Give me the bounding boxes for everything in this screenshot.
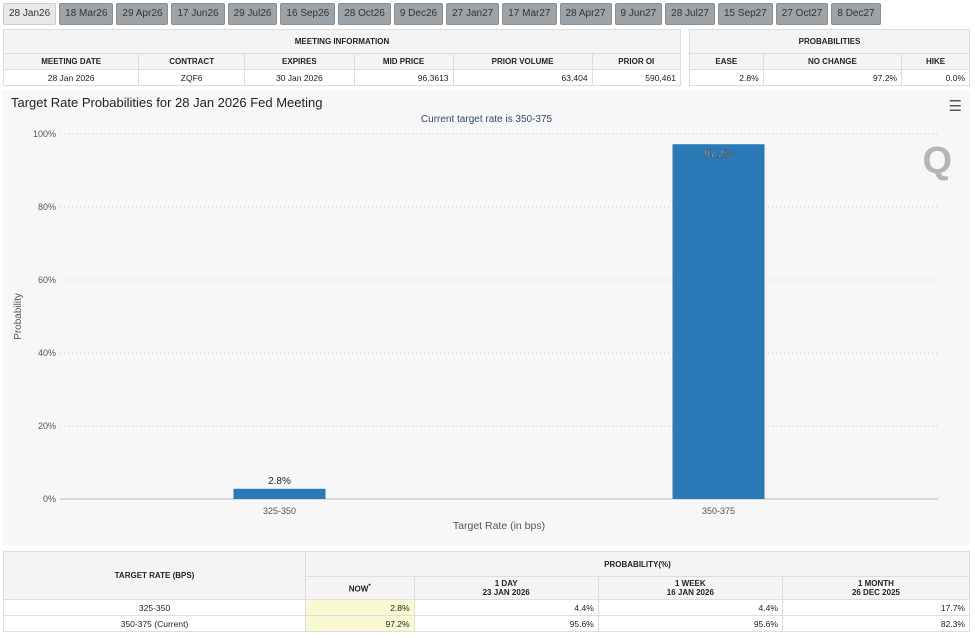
table-row: 350-375 (Current) 97.2% 95.6% 95.6% 82.3% bbox=[3, 615, 971, 632]
meeting-info-title: MEETING INFORMATION bbox=[3, 29, 681, 54]
tab-meeting[interactable]: 28 Jan26 bbox=[3, 3, 57, 25]
mid-price: 96.3613 bbox=[353, 69, 454, 86]
col-sublabel: * bbox=[368, 582, 371, 590]
tab-meeting[interactable]: 29 Jul26 bbox=[227, 3, 278, 25]
chart-title: Target Rate Probabilities for 28 Jan 202… bbox=[11, 95, 323, 110]
hamburger-menu-icon[interactable]: ☰ bbox=[948, 98, 962, 115]
data-label: 97.2% bbox=[704, 149, 732, 160]
probability-header: PROBABILITY(%) bbox=[305, 551, 970, 577]
bar bbox=[672, 144, 765, 499]
hike-value: 0.0% bbox=[901, 69, 970, 86]
bar-chart: 0% 20% 40% 60% 80% 100% 2.8% 325-350 97.2% 350-37… bbox=[13, 129, 938, 532]
col-header: EASE bbox=[689, 53, 764, 70]
bar bbox=[233, 488, 326, 499]
tab-meeting[interactable]: 15 Sep27 bbox=[717, 3, 773, 25]
col-label: 1 MONTH bbox=[857, 579, 894, 588]
col-label: NOW bbox=[348, 584, 369, 594]
chart-panel: Target Rate Probabilities for 28 Jan 202… bbox=[3, 90, 970, 545]
col-sublabel: 16 JAN 2026 bbox=[666, 588, 714, 597]
col-header: MEETING DATE bbox=[2, 53, 140, 70]
probability-cell: 17.7% bbox=[781, 599, 971, 616]
x-tick-label: 325-350 bbox=[263, 506, 296, 516]
expires: 30 Jan 2026 bbox=[244, 69, 355, 86]
table-row: 325-350 2.8% 4.4% 4.4% 17.7% bbox=[3, 599, 971, 616]
col-header: HIKE bbox=[901, 53, 970, 70]
col-sublabel: 26 DEC 2025 bbox=[851, 588, 900, 597]
col-header: PRIOR VOLUME bbox=[452, 53, 593, 70]
probability-cell: 95.6% bbox=[597, 615, 783, 632]
meeting-date: 28 Jan 2026 bbox=[2, 69, 140, 86]
col-header: 1 DAY 23 JAN 2026 bbox=[413, 576, 599, 600]
probability-cell: 97.2% bbox=[305, 615, 415, 632]
tab-meeting[interactable]: 28 Jul27 bbox=[665, 3, 715, 25]
tab-meeting[interactable]: 18 Mar26 bbox=[59, 3, 114, 25]
tab-meeting[interactable]: 27 Oct27 bbox=[775, 3, 829, 25]
col-header: 1 WEEK 16 JAN 2026 bbox=[597, 576, 783, 600]
x-axis-label: Target Rate (in bps) bbox=[453, 520, 545, 532]
probability-cell: 82.3% bbox=[781, 615, 971, 632]
data-label: 2.8% bbox=[268, 476, 291, 487]
col-header: MID PRICE bbox=[353, 53, 454, 70]
y-tick-label: 20% bbox=[38, 421, 56, 431]
tab-meeting[interactable]: 27 Jan27 bbox=[446, 3, 500, 25]
probability-cell: 2.8% bbox=[305, 599, 415, 616]
x-tick-label: 350-375 bbox=[702, 506, 735, 516]
tab-meeting[interactable]: 17 Mar27 bbox=[502, 3, 557, 25]
probabilities-title: PROBABILITIES bbox=[689, 29, 970, 54]
y-tick-label: 0% bbox=[43, 494, 56, 504]
probability-cell: 4.4% bbox=[413, 599, 599, 616]
y-tick-label: 60% bbox=[38, 275, 56, 285]
col-label: 1 DAY bbox=[494, 579, 518, 588]
col-header: PRIOR OI bbox=[591, 53, 682, 70]
y-tick-label: 100% bbox=[33, 129, 56, 139]
no-change-value: 97.2% bbox=[762, 69, 903, 86]
probability-table: TARGET RATE (BPS) PROBABILITY(%) NOW* 1 DA… bbox=[3, 551, 971, 632]
tab-meeting[interactable]: 9 Jun27 bbox=[614, 3, 663, 25]
tab-meeting[interactable]: 8 Dec27 bbox=[831, 3, 881, 25]
tab-meeting[interactable]: 16 Sep26 bbox=[280, 3, 336, 25]
probabilities-table: PROBABILITIES EASE NO CHANGE HIKE 2.8% 97.2… bbox=[689, 29, 970, 86]
col-header: 1 MONTH 26 DEC 2025 bbox=[781, 576, 971, 600]
col-header: NO CHANGE bbox=[762, 53, 903, 70]
rate-cell: 325-350 bbox=[3, 599, 306, 616]
rate-cell: 350-375 (Current) bbox=[3, 615, 306, 632]
tab-meeting[interactable]: 28 Apr27 bbox=[559, 3, 612, 25]
y-tick-label: 40% bbox=[38, 348, 56, 358]
chart-subtitle: Current target rate is 350-375 bbox=[420, 114, 553, 125]
contract: ZQF6 bbox=[138, 69, 246, 86]
tab-meeting[interactable]: 29 Apr26 bbox=[116, 3, 169, 25]
probability-cell: 4.4% bbox=[597, 599, 783, 616]
tab-meeting[interactable]: 28 Oct26 bbox=[338, 3, 391, 25]
ease-value: 2.8% bbox=[689, 69, 764, 86]
col-header: NOW* bbox=[305, 576, 415, 600]
col-header: EXPIRES bbox=[244, 53, 355, 70]
meeting-tabs: (function(){const d=JSON.parse(document.… bbox=[3, 3, 881, 25]
prior-volume: 63,404 bbox=[452, 69, 593, 86]
tab-meeting[interactable]: 9 Dec26 bbox=[393, 3, 444, 25]
col-label: 1 WEEK bbox=[675, 579, 706, 588]
col-sublabel: 23 JAN 2026 bbox=[482, 588, 530, 597]
prior-oi: 590,461 bbox=[591, 69, 682, 86]
tab-meeting[interactable]: 17 Jun26 bbox=[171, 3, 225, 25]
y-axis-label: Probability bbox=[13, 293, 24, 340]
probability-cell: 95.6% bbox=[413, 615, 599, 632]
col-header: CONTRACT bbox=[138, 53, 246, 70]
meeting-info-table: MEETING INFORMATION MEETING DATE CONTRACT… bbox=[2, 29, 682, 86]
q-logo-icon: Q bbox=[922, 140, 952, 182]
rate-header: TARGET RATE (BPS) bbox=[3, 551, 306, 600]
y-tick-label: 80% bbox=[38, 202, 56, 212]
